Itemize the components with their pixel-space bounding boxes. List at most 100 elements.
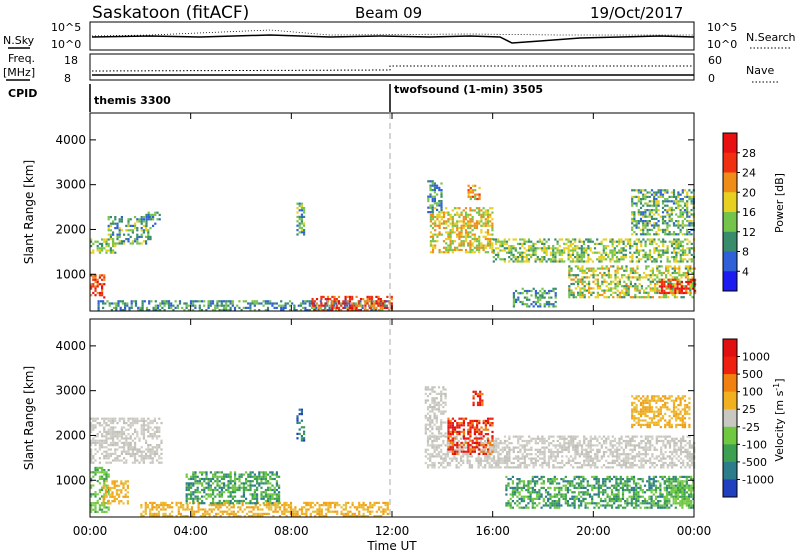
data-cell bbox=[152, 224, 155, 227]
data-cell bbox=[94, 495, 97, 498]
data-cell bbox=[609, 466, 612, 469]
data-cell bbox=[659, 228, 662, 231]
data-cell bbox=[112, 240, 115, 243]
data-cell bbox=[667, 283, 670, 286]
data-cell bbox=[554, 300, 557, 304]
data-cell bbox=[462, 455, 465, 458]
data-cell bbox=[683, 287, 686, 290]
data-cell bbox=[556, 242, 559, 245]
data-cell bbox=[647, 293, 650, 297]
data-cell bbox=[107, 448, 110, 451]
data-cell bbox=[227, 484, 230, 487]
data-cell bbox=[156, 422, 159, 425]
data-cell bbox=[583, 271, 586, 275]
data-cell bbox=[261, 508, 264, 511]
data-cell bbox=[541, 242, 544, 245]
data-cell bbox=[618, 296, 621, 299]
data-cell bbox=[598, 242, 601, 245]
data-cell bbox=[572, 466, 575, 469]
data-cell bbox=[240, 499, 243, 503]
data-cell bbox=[140, 450, 143, 453]
data-cell bbox=[256, 486, 259, 489]
data-cell bbox=[264, 302, 267, 305]
data-cell bbox=[629, 240, 632, 243]
data-cell bbox=[629, 296, 632, 299]
data-cell bbox=[322, 309, 325, 312]
data-cell bbox=[506, 461, 509, 465]
data-cell bbox=[561, 455, 564, 458]
data-cell bbox=[329, 304, 332, 307]
data-cell bbox=[526, 296, 529, 299]
data-cell bbox=[438, 186, 441, 189]
data-cell bbox=[541, 249, 544, 252]
data-cell bbox=[479, 464, 482, 467]
data-cell bbox=[125, 444, 128, 447]
data-cell bbox=[234, 475, 237, 478]
data-cell bbox=[94, 493, 97, 496]
data-cell bbox=[94, 439, 97, 442]
data-cell bbox=[358, 510, 361, 513]
data-cell bbox=[373, 501, 376, 504]
data-cell bbox=[120, 482, 123, 485]
data-cell bbox=[156, 309, 160, 312]
data-cell bbox=[311, 300, 314, 303]
data-cell bbox=[578, 461, 581, 465]
data-cell bbox=[489, 240, 492, 243]
data-cell bbox=[670, 240, 674, 243]
data-cell bbox=[512, 300, 515, 304]
data-cell bbox=[424, 461, 427, 465]
data-cell bbox=[142, 510, 145, 513]
data-cell bbox=[162, 504, 165, 507]
data-cell bbox=[127, 452, 130, 455]
data-cell bbox=[605, 285, 608, 288]
data-cell bbox=[536, 448, 540, 451]
data-cell bbox=[605, 296, 608, 299]
data-cell bbox=[568, 291, 571, 294]
data-cell bbox=[596, 287, 599, 290]
data-cell bbox=[577, 280, 580, 283]
data-cell bbox=[296, 211, 299, 214]
data-cell bbox=[141, 304, 144, 307]
data-cell bbox=[580, 240, 583, 243]
data-cell bbox=[462, 244, 465, 247]
data-cell bbox=[147, 457, 150, 460]
data-cell bbox=[596, 439, 599, 443]
data-cell bbox=[528, 448, 531, 451]
data-cell bbox=[179, 501, 183, 504]
data-cell bbox=[503, 260, 506, 263]
data-cell bbox=[618, 461, 621, 465]
data-cell bbox=[651, 242, 654, 245]
data-cell bbox=[554, 292, 557, 295]
data-cell bbox=[621, 274, 624, 277]
data-cell bbox=[145, 448, 148, 451]
data-cell bbox=[583, 280, 586, 283]
data-cell bbox=[469, 242, 472, 245]
data-cell bbox=[638, 453, 641, 456]
data-cell bbox=[442, 222, 446, 225]
data-cell bbox=[591, 444, 595, 447]
data-cell bbox=[437, 461, 441, 465]
data-cell bbox=[140, 235, 143, 238]
data-cell bbox=[662, 249, 665, 252]
data-cell bbox=[635, 238, 638, 241]
data-cell bbox=[548, 289, 551, 293]
data-cell bbox=[205, 497, 208, 500]
data-cell bbox=[234, 499, 237, 503]
data-cell bbox=[646, 233, 649, 236]
data-cell bbox=[438, 224, 441, 227]
data-cell bbox=[639, 233, 643, 236]
data-cell bbox=[578, 240, 581, 243]
data-cell bbox=[541, 442, 544, 445]
data-cell bbox=[254, 515, 257, 518]
data-cell bbox=[541, 450, 544, 454]
data-cell bbox=[338, 504, 341, 507]
data-cell bbox=[139, 309, 142, 312]
data-cell bbox=[474, 189, 477, 192]
data-cell bbox=[523, 247, 526, 250]
data-cell bbox=[689, 265, 692, 268]
data-cell bbox=[458, 231, 461, 234]
data-cell bbox=[101, 469, 104, 472]
data-cell bbox=[292, 515, 295, 518]
data-cell bbox=[679, 215, 682, 218]
data-cell bbox=[613, 450, 617, 454]
